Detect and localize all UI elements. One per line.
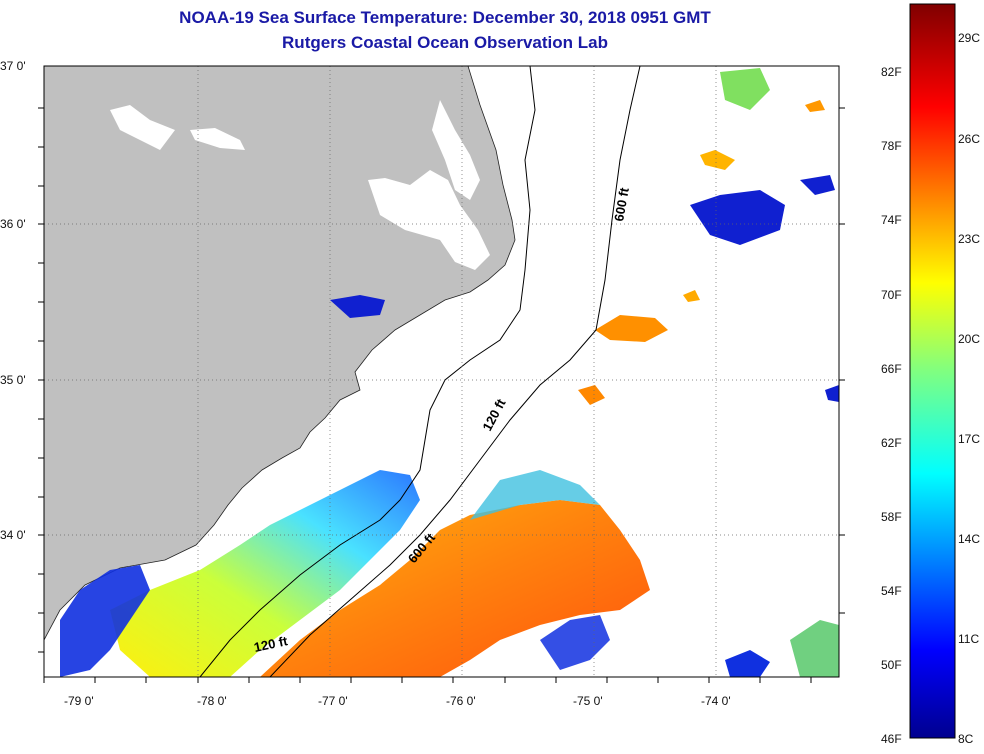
colorbar-c-label: 14C — [958, 532, 981, 546]
contour-label: 600 ft — [611, 186, 632, 223]
cold-patch — [825, 385, 839, 402]
lat-label: 37 0' — [0, 59, 26, 73]
lat-label: 34 0' — [0, 528, 26, 542]
lon-label: -74 0' — [701, 694, 731, 708]
colorbar-f-label: 58F — [881, 510, 902, 524]
cold-water — [60, 565, 150, 677]
colorbar-f-label: 50F — [881, 658, 902, 672]
map-frame — [43, 65, 840, 678]
colorbar-f-label: 66F — [881, 362, 902, 376]
colorbar-c-label: 26C — [958, 132, 981, 146]
warm-patch — [700, 150, 735, 170]
river-inlet — [190, 128, 245, 150]
colorbar-c-label: 23C — [958, 232, 981, 246]
lon-label: -75 0' — [573, 694, 603, 708]
sound-water — [368, 170, 490, 270]
colorbar-f-label: 46F — [881, 732, 902, 746]
colorbar-f-label: 78F — [881, 139, 902, 153]
lon-label: -76 0' — [446, 694, 476, 708]
shelf-water — [110, 470, 420, 677]
colorbar-c-label: 29C — [958, 31, 981, 45]
colorbar-c-label: 20C — [958, 332, 981, 346]
contour-120ft — [199, 66, 536, 677]
lat-label: 36 0' — [0, 217, 26, 231]
cold-patch — [330, 295, 385, 318]
axis-ticks — [38, 107, 845, 683]
warm-patch — [595, 315, 668, 342]
colorbar-c-label: 11C — [958, 632, 980, 646]
contour-600ft — [269, 66, 641, 677]
lat-label: 35 0' — [0, 373, 26, 387]
teal-patch — [470, 470, 600, 520]
cold-water — [540, 615, 610, 670]
warm-patch — [805, 100, 825, 112]
map-title: NOAA-19 Sea Surface Temperature: Decembe… — [179, 8, 711, 27]
lon-label: -78 0' — [197, 694, 227, 708]
shelf-patch — [790, 620, 839, 677]
colorbar-f-label: 74F — [881, 213, 902, 227]
cold-patch — [725, 650, 770, 677]
warm-patch — [683, 290, 700, 302]
cold-patch — [690, 190, 785, 245]
sound-water — [432, 100, 480, 200]
colorbar-f-label: 54F — [881, 584, 902, 598]
contour-label: 120 ft — [253, 633, 290, 655]
colorbar-c-label: 8C — [958, 732, 974, 746]
map-subtitle: Rutgers Coastal Ocean Observation Lab — [282, 33, 608, 52]
colorbar-f-label: 62F — [881, 436, 902, 450]
lon-label: -79 0' — [64, 694, 94, 708]
river-inlet — [110, 105, 175, 150]
warm-patch — [578, 385, 605, 405]
gulf-stream-warm — [260, 500, 650, 677]
colorbar-c-label: 17C — [958, 432, 981, 446]
colorbar-f-label: 70F — [881, 288, 902, 302]
lon-label: -77 0' — [318, 694, 348, 708]
colorbar-scale — [909, 3, 956, 739]
cold-patch — [800, 175, 835, 195]
grid-lines — [44, 66, 839, 677]
colorbar-f-label: 82F — [881, 65, 902, 79]
green-patch — [720, 68, 770, 110]
